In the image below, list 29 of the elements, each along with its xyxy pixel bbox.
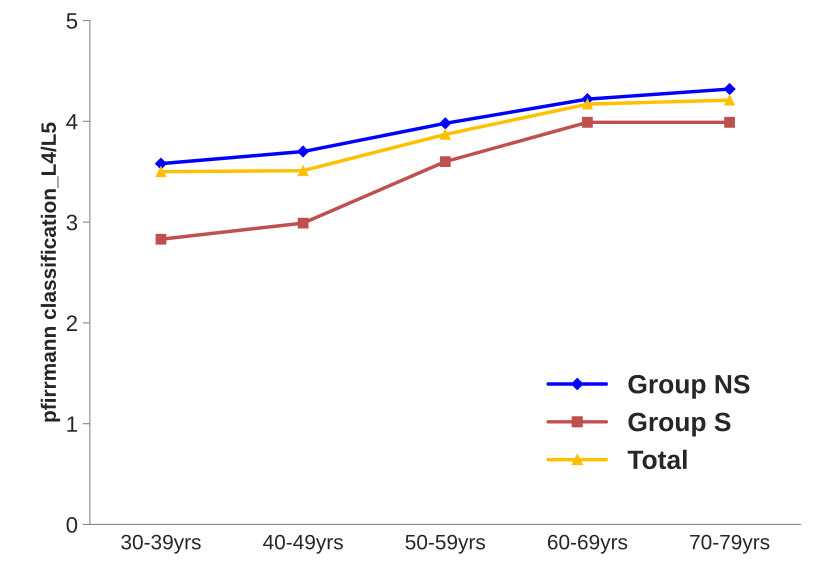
legend-label: Group NS [628,374,750,399]
point [298,218,308,228]
point [439,117,452,130]
y-tick-label: 5 [66,13,78,29]
y-tick-label: 2 [66,315,77,331]
x-tick-label: 60-69yrs [548,534,628,554]
point [297,146,310,158]
x-tick-label: 50-59yrs [406,534,486,554]
point [724,83,736,95]
point [440,129,451,140]
x-tick-label: 30-39yrs [121,534,201,554]
y-tick-label: 4 [66,114,78,130]
point [156,234,166,245]
y-tick-label: 0 [66,517,78,533]
y-tick-label: 3 [66,214,78,230]
point [440,156,451,167]
x-tick-label: 40-49yrs [263,534,343,554]
x-tick-label: 70-79yrs [690,534,770,554]
point [724,94,735,106]
point [582,116,593,128]
point [155,158,167,170]
legend-label: Total [628,450,687,470]
point [724,116,735,128]
y-axis-title: pfirrmann classification_L4/L5 [40,122,60,422]
point [582,98,593,110]
point [156,166,166,178]
y-tick-label: 1 [67,416,77,432]
point [298,165,308,176]
legend-label: Group S [628,412,730,437]
